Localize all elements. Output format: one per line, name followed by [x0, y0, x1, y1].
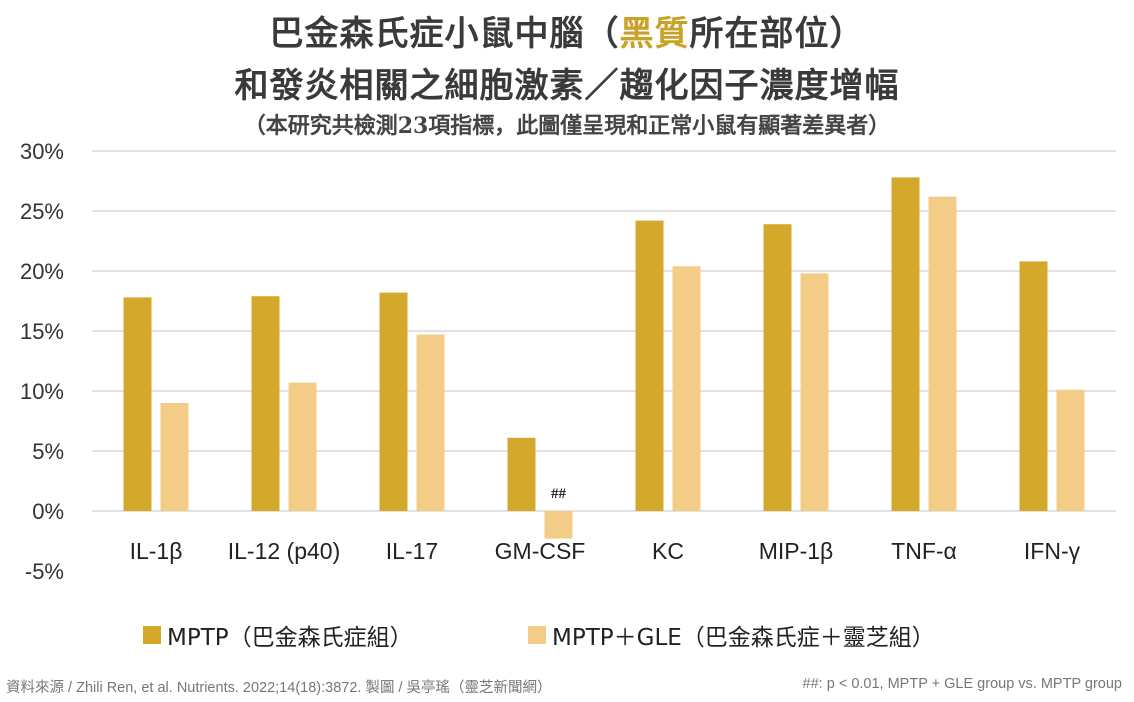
x-category-label: IFN-γ: [1024, 538, 1081, 564]
bar-mptp: [251, 296, 280, 511]
bar-mptp: [891, 177, 920, 511]
title-suffix: 所在部位）: [689, 14, 865, 54]
bar-mptp-gle: [416, 334, 445, 511]
bar-mptp: [1019, 261, 1048, 511]
chart-subtitle: （本研究共檢測23項指標，此圖僅呈現和正常小鼠有顯著差異者）: [243, 113, 891, 139]
y-tick-label: 30%: [20, 139, 64, 164]
significance-note: ##: p < 0.01, MPTP + GLE group vs. MPTP …: [802, 676, 1122, 692]
bar-mptp: [763, 224, 792, 511]
bar-mptp-gle: [160, 403, 189, 511]
bar-mptp: [123, 297, 152, 511]
chart-title-line2: 和發炎相關之細胞激素／趨化因子濃度增幅: [234, 66, 900, 106]
y-tick-label: 25%: [20, 199, 64, 224]
x-category-label: GM-CSF: [495, 538, 586, 564]
y-tick-label: 5%: [32, 439, 64, 464]
legend-item-mptp-gle: MPTP＋GLE（巴金森氏症＋靈芝組）: [528, 618, 935, 652]
x-category-label: KC: [652, 538, 684, 564]
title-highlight: 黑質: [619, 14, 690, 54]
significance-annotation: ##: [551, 486, 567, 502]
bar-mptp-gle: [288, 382, 317, 511]
legend-item-mptp: MPTP（巴金森氏症組）: [143, 618, 413, 652]
bar-mptp-gle: [928, 196, 957, 511]
y-tick-label: 15%: [20, 319, 64, 344]
y-tick-label: -5%: [25, 559, 64, 584]
x-category-label: IL-17: [386, 538, 438, 564]
y-tick-label: 20%: [20, 259, 64, 284]
bar-chart: 30% 25% 20% 15% 10% 5% 0% -5% IL-1β IL-12 (p40) IL…: [20, 139, 1116, 584]
x-category-label: IL-1β: [130, 538, 183, 564]
x-category-label: IL-12 (p40): [228, 538, 341, 564]
bar-mptp-gle: [672, 266, 701, 511]
bar-mptp-gle: [544, 511, 573, 539]
x-category-label: MIP-1β: [759, 538, 834, 564]
source-credit: 資料來源 / Zhili Ren, et al. Nutrients. 2022…: [6, 680, 552, 696]
bar-mptp: [379, 292, 408, 511]
legend-label-mptp-gle: MPTP＋GLE（巴金森氏症＋靈芝組）: [552, 625, 935, 651]
legend-swatch-mptp-gle: [528, 626, 546, 644]
y-tick-label: 0%: [32, 499, 64, 524]
bar-mptp-gle: [1056, 389, 1085, 511]
y-tick-label: 10%: [20, 379, 64, 404]
bar-mptp: [635, 220, 664, 511]
chart-title-line1: 巴金森氏症小鼠中腦（黑質所在部位）: [0, 6, 1134, 55]
legend-label-mptp: MPTP（巴金森氏症組）: [167, 625, 413, 651]
bar-mptp-gle: [800, 273, 829, 511]
bar-mptp: [507, 437, 536, 511]
legend-swatch-mptp: [143, 626, 161, 644]
x-category-label: TNF-α: [891, 538, 957, 564]
title-prefix: 巴金森氏症小鼠中腦（: [269, 14, 620, 54]
